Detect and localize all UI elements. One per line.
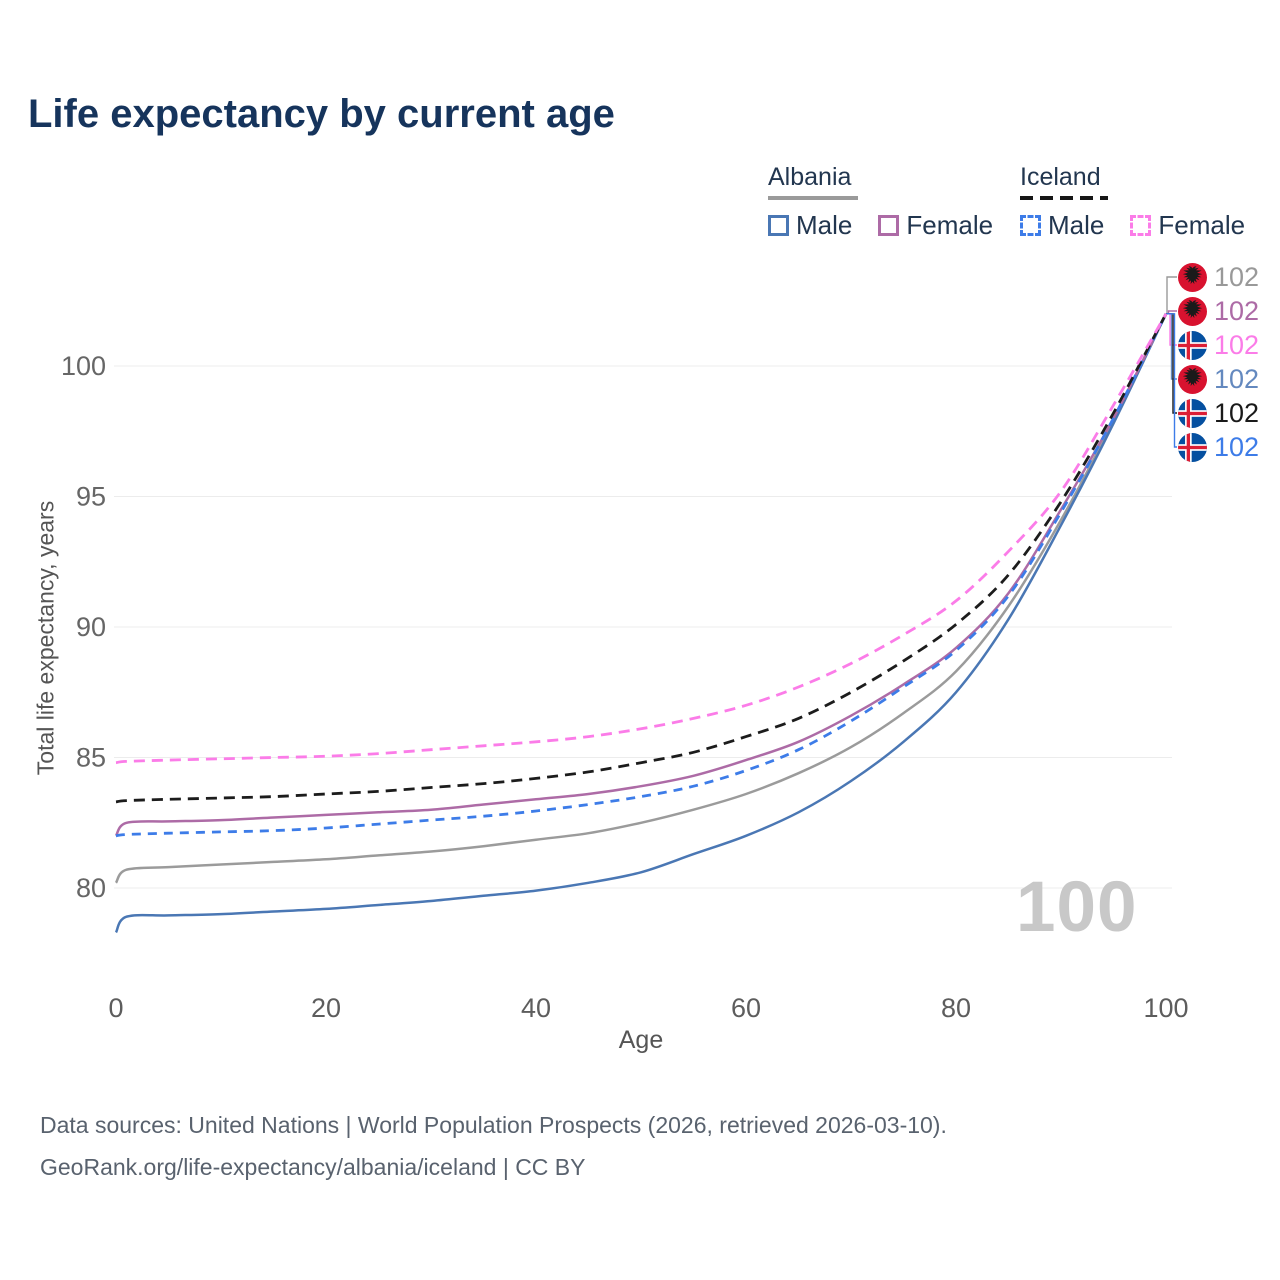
leader-line [1166, 313, 1177, 448]
footer: Data sources: United Nations | World Pop… [40, 1104, 947, 1188]
legend-label-iceland-male: Male [1048, 210, 1105, 240]
legend-label-iceland-female: Female [1158, 210, 1246, 240]
x-tick-label: 60 [731, 993, 761, 1023]
age-100-watermark: 100 [1016, 868, 1138, 947]
footer-url: GeoRank.org/life-expectancy/albania/icel… [40, 1154, 586, 1180]
footer-sources: Data sources: United Nations | World Pop… [40, 1112, 947, 1138]
legend-item-iceland-female[interactable]: Female [1130, 210, 1245, 241]
iceland-dashed-line-sample-icon [1020, 196, 1108, 200]
x-axis-title: Age [618, 1026, 664, 1054]
x-tick-label: 20 [311, 993, 341, 1023]
albania-line [114, 313, 1168, 884]
x-tick-label: 40 [521, 993, 551, 1023]
iceland-female-swatch-icon [1130, 215, 1152, 236]
legend-label-albania-male: Male [796, 210, 853, 240]
leader-line [1166, 313, 1177, 380]
iceland-male-swatch-icon [1020, 215, 1041, 236]
page-title: Life expectancy by current age [28, 92, 615, 136]
leader-line [1166, 276, 1177, 315]
legend-group-albania: Albania Male Female [768, 163, 993, 241]
iceland-line [115, 313, 1168, 804]
legend-group-iceland: Iceland Male Female [1020, 163, 1245, 241]
y-tick-label: 80 [76, 873, 106, 903]
albania-solid-line-sample-icon [768, 196, 858, 200]
iceland-female-line [115, 313, 1168, 765]
x-tick-label: 100 [1143, 993, 1188, 1023]
albania-female-line [114, 313, 1168, 837]
albania-male-line [114, 313, 1168, 934]
x-tick-label: 80 [941, 993, 971, 1023]
y-tick-label: 85 [76, 743, 106, 773]
y-axis-title: Total life expectancy, years [32, 500, 59, 776]
y-tick-label: 95 [76, 482, 106, 512]
legend-header-albania: Albania [768, 163, 852, 191]
x-tick-label: 0 [108, 993, 123, 1023]
legend-item-albania-female[interactable]: Female [878, 210, 993, 241]
y-tick-label: 90 [76, 612, 106, 642]
albania-female-swatch-icon [878, 215, 900, 236]
legend-label-albania-female: Female [906, 210, 994, 240]
y-tick-label: 100 [61, 351, 106, 381]
albania-male-swatch-icon [768, 215, 789, 236]
legend-item-iceland-male[interactable]: Male [1020, 210, 1104, 241]
legend-item-albania-male[interactable]: Male [768, 210, 852, 241]
legend-header-iceland: Iceland [1020, 163, 1101, 191]
